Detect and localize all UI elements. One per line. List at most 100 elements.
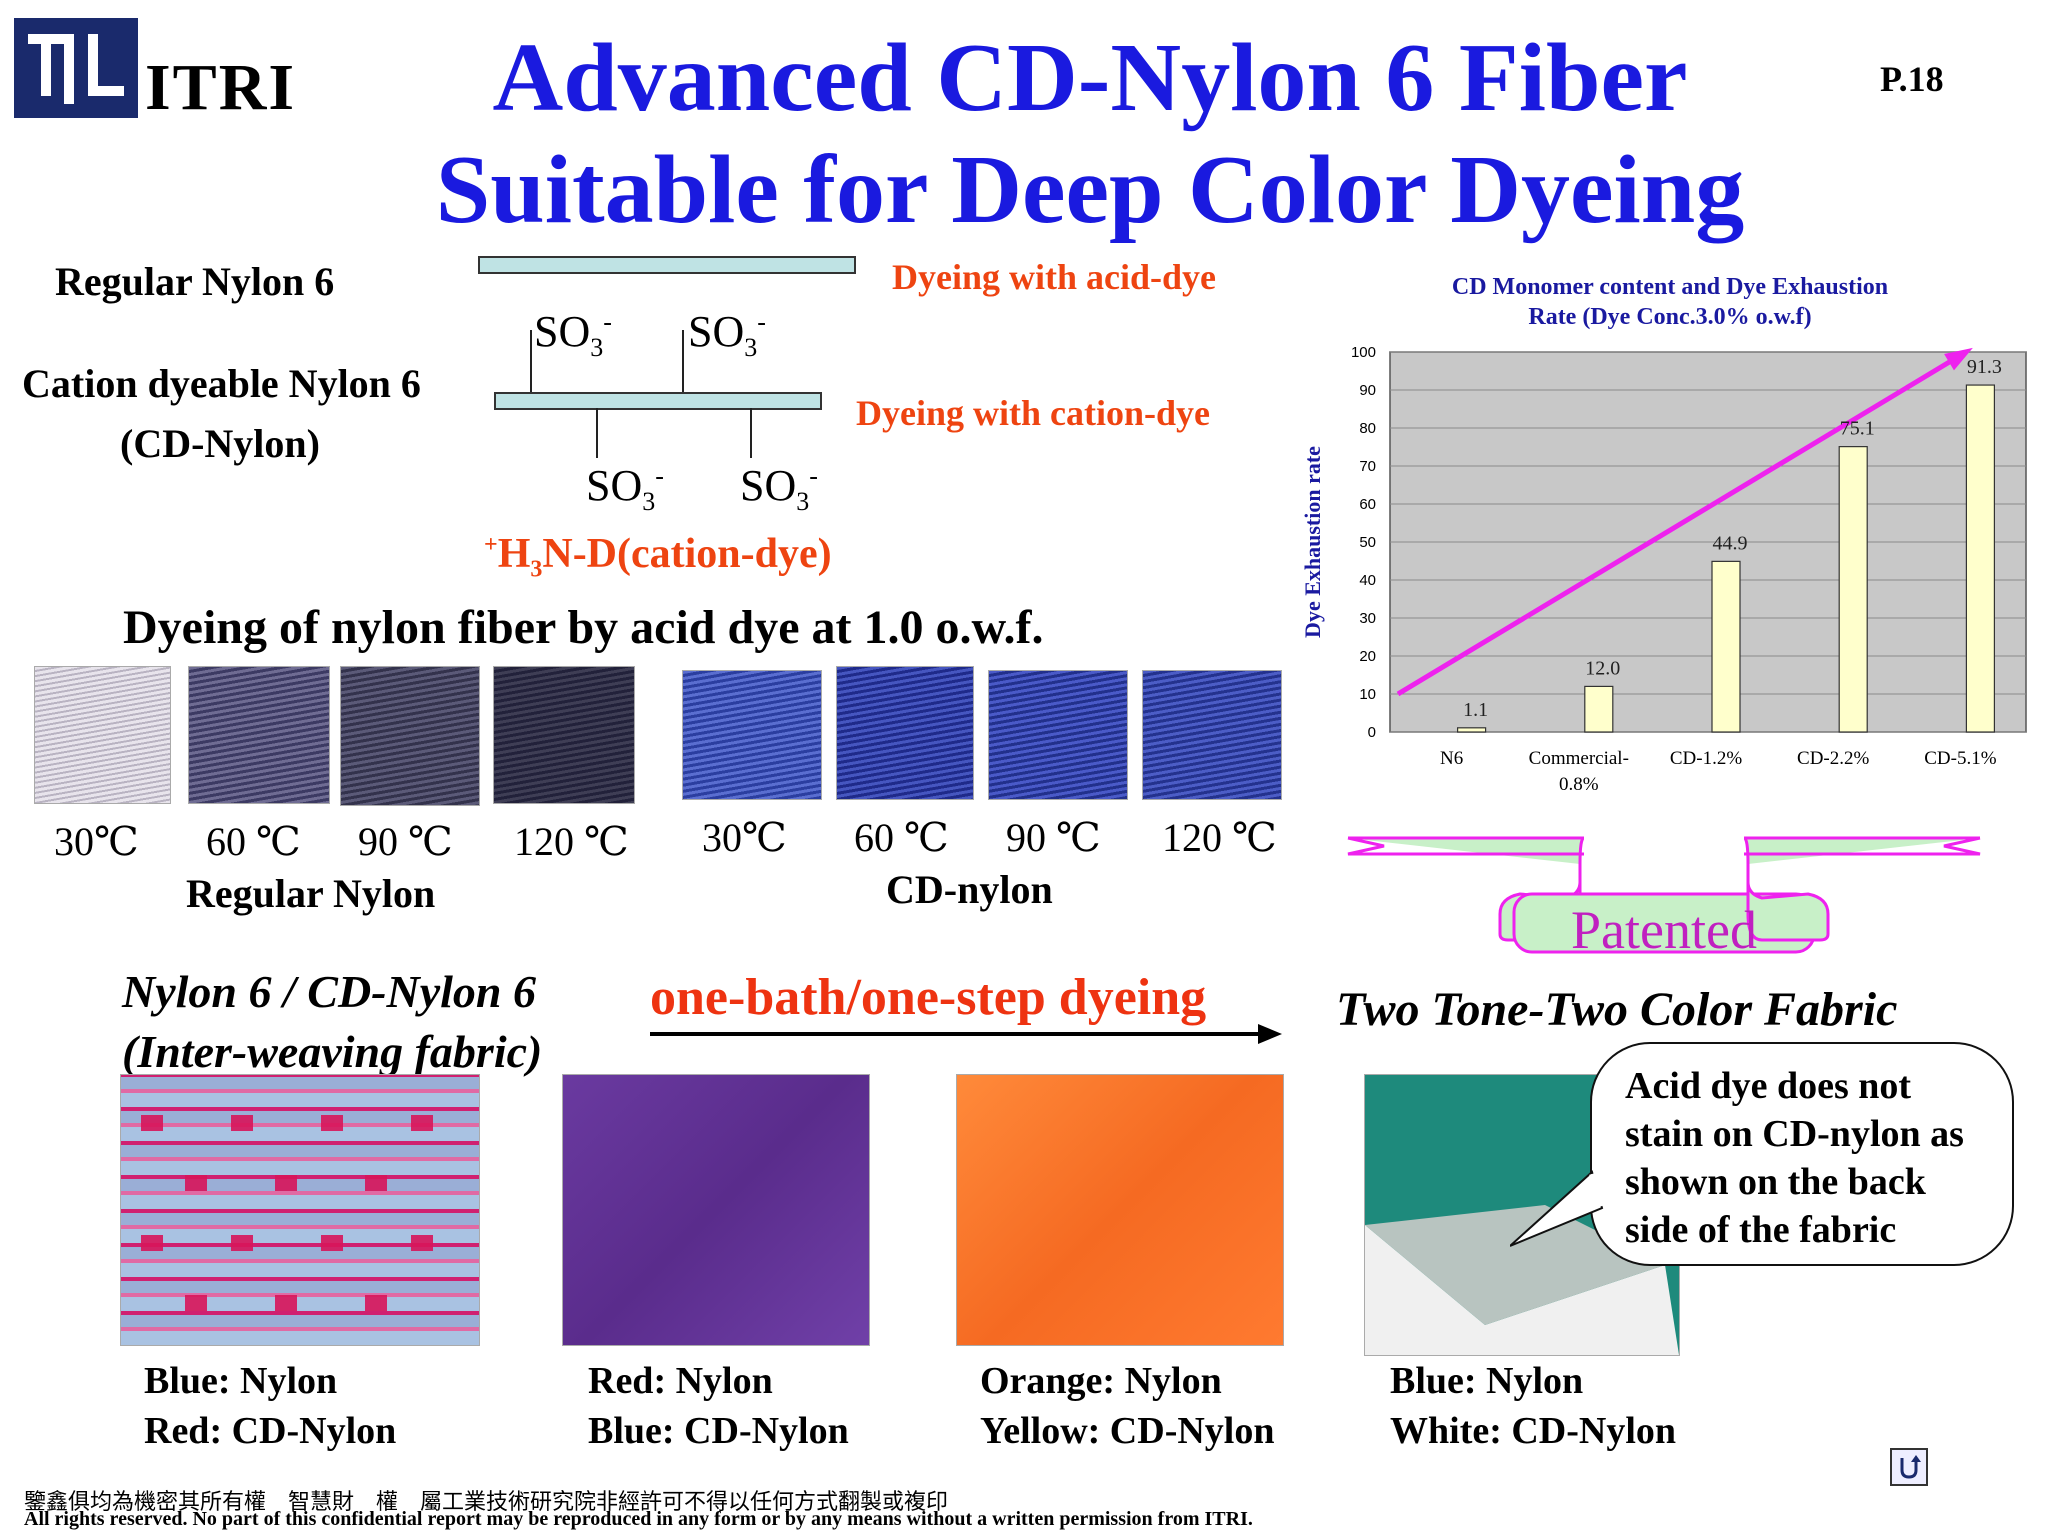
data-label: 44.9	[1713, 532, 1748, 554]
data-label: 1.1	[1463, 699, 1488, 721]
side-chain-line	[682, 330, 684, 392]
temp-label: 30℃	[702, 815, 787, 860]
so3-group: SO3-	[688, 306, 766, 363]
so3-group: SO3-	[740, 460, 818, 517]
fabric-caption-3: Orange: Nylon Yellow: CD-Nylon	[980, 1356, 1274, 1456]
x-tick-label: CD-1.2%	[1670, 748, 1742, 769]
callout-pointer	[1510, 1170, 1605, 1247]
interweaving-label: Nylon 6 / CD-Nylon 6 (Inter-weaving fabr…	[122, 962, 542, 1082]
process-label: one-bath/one-step dyeing	[650, 969, 1207, 1026]
swatch-regular-120	[493, 666, 635, 804]
fabric-caption-line: Red: CD-Nylon	[144, 1410, 397, 1452]
bar	[1711, 560, 1741, 733]
chart-title-line2: Rate (Dye Conc.3.0% o.w.f)	[1528, 304, 1812, 330]
so3-sup: -	[603, 307, 612, 337]
x-tick-label: CD-2.2%	[1797, 748, 1869, 769]
bar	[1584, 685, 1614, 733]
swatch-cd-60	[836, 666, 974, 800]
return-icon	[1900, 1455, 1921, 1479]
swatch-cd-30	[682, 670, 822, 800]
y-tick-label: 90	[1359, 382, 1376, 399]
so3-text: SO	[688, 307, 745, 356]
so3-group: SO3-	[534, 306, 612, 363]
cation-dye-formula: +H3N-D(cation-dye)	[484, 530, 832, 583]
so3-sub: 3	[642, 486, 656, 516]
x-tick-label: 0.8%	[1559, 774, 1599, 795]
trend-arrow-line	[1396, 349, 1968, 697]
y-tick-label: 60	[1359, 496, 1376, 513]
cd-nylon-group-label: CD-nylon	[886, 867, 1053, 912]
footer-chinese: 鑒鑫俱均為機密其所有權 智慧財 權 屬工業技術研究院非經許可不得以任何方式翻製或…	[24, 1489, 949, 1514]
fabric-caption-line: White: CD-Nylon	[1390, 1410, 1677, 1452]
cd-nylon-chain	[494, 392, 822, 410]
so3-sub: 3	[590, 332, 604, 362]
fabric-caption-line: Blue: Nylon	[1390, 1360, 1584, 1402]
data-label: 12.0	[1585, 657, 1620, 679]
y-tick-label: 40	[1359, 572, 1376, 589]
so3-group: SO3-	[586, 460, 664, 517]
y-tick-label: 50	[1359, 534, 1376, 551]
temp-label: 30℃	[54, 819, 139, 864]
fabric-caption-line: Red: Nylon	[588, 1360, 773, 1402]
banner-right-fold	[1743, 836, 1980, 942]
swatch-cd-90	[988, 670, 1128, 800]
side-chain-line	[596, 408, 598, 458]
title-line-1: Advanced CD-Nylon 6 Fiber	[492, 24, 1688, 132]
so3-sup: -	[655, 461, 664, 491]
so3-text: SO	[534, 307, 591, 356]
callout-bubble	[1590, 1042, 2014, 1266]
fabric-caption-4: Blue: Nylon White: CD-Nylon	[1390, 1356, 1676, 1456]
return-nav-button[interactable]	[1890, 1448, 1928, 1486]
dyeing-heading: Dyeing of nylon fiber by acid dye at 1.0…	[123, 601, 1044, 654]
fabric-corner-fold	[1365, 1205, 1679, 1355]
bar	[1838, 446, 1868, 733]
x-tick-label: CD-5.1%	[1924, 748, 1996, 769]
y-tick-label: 0	[1368, 724, 1376, 741]
swatch-cd-120	[1142, 670, 1282, 800]
banner-right-tail	[1744, 836, 1981, 856]
y-tick-label: 70	[1359, 458, 1376, 475]
so3-sub: 3	[796, 486, 810, 516]
patent-banner: Patented	[1347, 836, 1981, 960]
chart-title-line1: CD Monomer content and Dye Exhaustion	[1451, 274, 1889, 300]
banner-left-tail	[1347, 836, 1584, 856]
y-axis-label: Dye Exhaustion rate	[1300, 446, 1325, 638]
itri-logo-mark	[14, 18, 138, 118]
temp-label: 120 ℃	[1162, 815, 1277, 860]
temp-label: 90 ℃	[358, 819, 453, 864]
data-label: 75.1	[1840, 418, 1875, 440]
fabric-caption-line: Orange: Nylon	[980, 1360, 1222, 1402]
footer-rights: All rights reserved. No part of this con…	[24, 1508, 1253, 1530]
regular-nylon-label: Regular Nylon 6	[55, 259, 335, 304]
fabric-caption-line: Yellow: CD-Nylon	[980, 1410, 1275, 1452]
y-tick-label: 10	[1359, 686, 1376, 703]
fabric-caption-line: Blue: CD-Nylon	[588, 1410, 849, 1452]
logo-text: ITRI	[145, 51, 297, 124]
patent-text: Patented	[1571, 900, 1757, 960]
temp-label: 60 ℃	[854, 815, 949, 860]
temp-label: 90 ℃	[1006, 815, 1101, 860]
y-tick-label: 80	[1359, 420, 1376, 437]
data-label: 91.3	[1967, 356, 2002, 378]
side-chain-line	[750, 408, 752, 458]
page-number: P.18	[1880, 59, 1944, 99]
so3-text: SO	[586, 461, 643, 510]
x-tick-label: N6	[1440, 748, 1463, 769]
cation-dye-label: Dyeing with cation-dye	[856, 393, 1210, 433]
cd-nylon-label-line1: Cation dyeable Nylon 6	[22, 361, 421, 406]
side-chain-line	[530, 330, 532, 392]
interweaving-label-line1: Nylon 6 / CD-Nylon 6	[122, 966, 536, 1017]
fabric-swatch-3	[956, 1074, 1284, 1346]
result-label: Two Tone-Two Color Fabric	[1336, 983, 1898, 1036]
chart-title: CD Monomer content and Dye Exhaustion Ra…	[1300, 272, 2040, 332]
page-title: Advanced CD-Nylon 6 Fiber Suitable for D…	[330, 22, 1850, 246]
temp-label: 120 ℃	[514, 819, 629, 864]
formula-sup: +	[484, 532, 498, 558]
trend-arrow-head	[1944, 347, 1973, 371]
swatch-regular-60	[188, 666, 330, 804]
bar	[1965, 384, 1996, 733]
formula-sub: 3	[530, 556, 543, 583]
x-tick-label: Commercial-	[1529, 748, 1629, 769]
y-tick-label: 30	[1359, 610, 1376, 627]
acid-dye-label: Dyeing with acid-dye	[892, 257, 1216, 297]
